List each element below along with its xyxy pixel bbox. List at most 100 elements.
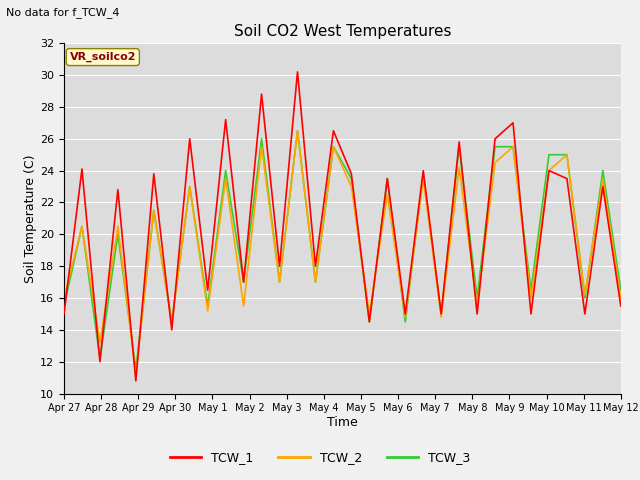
TCW_1 xyxy=(509,120,517,126)
TCW_2 xyxy=(60,295,68,301)
TCW_2 xyxy=(240,303,248,309)
TCW_1 xyxy=(294,69,301,75)
TCW_3 xyxy=(186,184,193,190)
TCW_2 xyxy=(563,152,571,157)
Legend: TCW_1, TCW_2, TCW_3: TCW_1, TCW_2, TCW_3 xyxy=(164,446,476,469)
TCW_3 xyxy=(168,319,175,325)
TCW_2 xyxy=(492,160,499,166)
TCW_2 xyxy=(96,340,104,346)
TCW_2 xyxy=(294,128,301,134)
TCW_3 xyxy=(294,128,301,134)
TCW_2 xyxy=(186,184,193,190)
TCW_1 xyxy=(383,176,391,181)
TCW_2 xyxy=(473,303,481,309)
TCW_3 xyxy=(419,171,427,177)
TCW_3 xyxy=(330,144,337,150)
TCW_2 xyxy=(132,372,140,377)
TCW_3 xyxy=(258,136,266,142)
TCW_2 xyxy=(150,207,157,213)
TCW_2 xyxy=(455,165,463,170)
TCW_2 xyxy=(204,308,212,313)
TCW_3 xyxy=(114,231,122,237)
TCW_1 xyxy=(581,311,589,317)
TCW_3 xyxy=(527,287,535,293)
TCW_1 xyxy=(150,171,157,177)
TCW_2 xyxy=(437,314,445,320)
TCW_1 xyxy=(492,136,499,142)
TCW_3 xyxy=(60,303,68,309)
TCW_3 xyxy=(492,144,499,150)
TCW_1 xyxy=(312,264,319,269)
TCW_1 xyxy=(455,139,463,145)
TCW_3 xyxy=(365,319,373,325)
TCW_2 xyxy=(509,144,517,150)
TCW_1 xyxy=(617,303,625,309)
Line: TCW_1: TCW_1 xyxy=(64,72,621,381)
Line: TCW_2: TCW_2 xyxy=(64,131,621,374)
TCW_1 xyxy=(599,184,607,190)
TCW_1 xyxy=(437,311,445,317)
TCW_1 xyxy=(527,311,535,317)
TCW_1 xyxy=(60,311,68,317)
TCW_3 xyxy=(617,287,625,293)
TCW_2 xyxy=(419,176,427,181)
TCW_3 xyxy=(132,367,140,372)
TCW_1 xyxy=(365,319,373,325)
TCW_1 xyxy=(473,311,481,317)
TCW_1 xyxy=(563,176,571,181)
TCW_3 xyxy=(599,168,607,173)
TCW_1 xyxy=(276,264,284,269)
TCW_3 xyxy=(240,279,248,285)
TCW_2 xyxy=(330,144,337,150)
TCW_2 xyxy=(276,279,284,285)
TCW_1 xyxy=(222,117,230,122)
TCW_2 xyxy=(114,224,122,229)
Y-axis label: Soil Temperature (C): Soil Temperature (C) xyxy=(24,154,37,283)
TCW_3 xyxy=(96,356,104,361)
TCW_1 xyxy=(186,136,193,142)
TCW_1 xyxy=(545,168,553,173)
TCW_1 xyxy=(204,287,212,293)
TCW_3 xyxy=(348,176,355,181)
Text: No data for f_TCW_4: No data for f_TCW_4 xyxy=(6,7,120,18)
TCW_3 xyxy=(473,295,481,301)
TCW_2 xyxy=(168,319,175,325)
TCW_1 xyxy=(114,187,122,192)
TCW_3 xyxy=(581,295,589,301)
TCW_3 xyxy=(563,152,571,157)
Title: Soil CO2 West Temperatures: Soil CO2 West Temperatures xyxy=(234,24,451,39)
TCW_2 xyxy=(545,168,553,173)
TCW_3 xyxy=(276,279,284,285)
TCW_2 xyxy=(617,295,625,301)
TCW_3 xyxy=(383,176,391,181)
TCW_2 xyxy=(581,292,589,298)
TCW_1 xyxy=(240,279,248,285)
TCW_1 xyxy=(168,327,175,333)
TCW_1 xyxy=(401,311,409,317)
X-axis label: Time: Time xyxy=(327,416,358,429)
TCW_2 xyxy=(222,176,230,181)
TCW_2 xyxy=(78,224,86,229)
TCW_2 xyxy=(599,176,607,181)
TCW_1 xyxy=(419,168,427,173)
TCW_1 xyxy=(258,91,266,97)
TCW_2 xyxy=(383,192,391,197)
TCW_3 xyxy=(455,144,463,150)
TCW_1 xyxy=(348,171,355,177)
TCW_2 xyxy=(365,311,373,317)
TCW_3 xyxy=(222,168,230,173)
TCW_3 xyxy=(204,303,212,309)
TCW_1 xyxy=(132,378,140,384)
TCW_2 xyxy=(401,314,409,320)
TCW_3 xyxy=(312,279,319,285)
TCW_3 xyxy=(401,319,409,325)
TCW_1 xyxy=(96,359,104,365)
TCW_1 xyxy=(330,128,337,134)
TCW_3 xyxy=(509,144,517,150)
Line: TCW_3: TCW_3 xyxy=(64,131,621,370)
TCW_3 xyxy=(545,152,553,157)
TCW_3 xyxy=(150,207,157,213)
TCW_2 xyxy=(348,184,355,190)
TCW_3 xyxy=(78,224,86,229)
TCW_3 xyxy=(437,311,445,317)
